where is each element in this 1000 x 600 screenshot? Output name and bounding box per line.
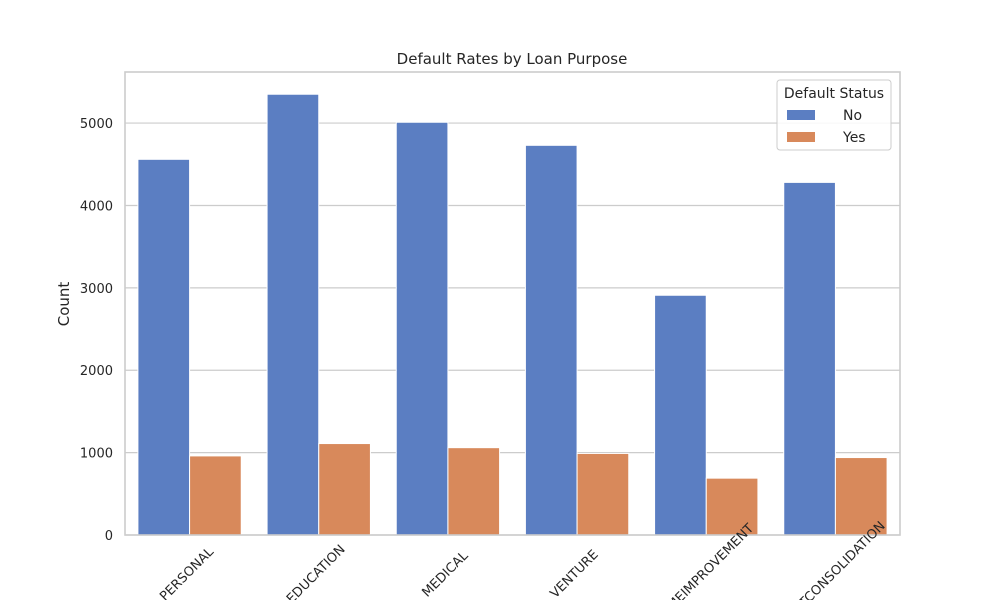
y-tick-label: 1000 — [80, 447, 113, 462]
bar-personal-yes — [190, 456, 242, 535]
x-tick-label: PERSONAL — [157, 544, 217, 600]
y-tick-label: 2000 — [80, 364, 113, 379]
x-tick-label: VENTURE — [548, 547, 602, 600]
chart-title: Default Rates by Loan Purpose — [397, 50, 628, 68]
bar-medical-yes — [448, 448, 500, 535]
y-tick-label: 0 — [105, 529, 113, 544]
y-axis-label: Count — [55, 282, 73, 327]
x-tick-label: MEDICAL — [419, 548, 471, 600]
bar-medical-no — [396, 122, 448, 535]
y-tick-label: 5000 — [80, 117, 113, 132]
x-tick-label: EDUCATION — [284, 542, 349, 600]
bar-personal-no — [138, 159, 190, 535]
bar-homeimprovement-no — [655, 295, 707, 535]
legend-label-no: No — [843, 108, 862, 124]
legend-label-yes: Yes — [842, 130, 866, 146]
bar-education-yes — [319, 444, 371, 535]
bar-venture-no — [525, 145, 577, 535]
legend-title: Default Status — [784, 86, 884, 102]
legend-swatch-yes — [787, 132, 815, 142]
legend: Default Status No Yes — [777, 80, 891, 150]
bar-education-no — [267, 94, 319, 535]
y-tick-label: 3000 — [80, 282, 113, 297]
bar-debtconsolidation-no — [784, 182, 836, 535]
legend-swatch-no — [787, 110, 815, 120]
bar-venture-yes — [577, 453, 629, 535]
y-tick-label: 4000 — [80, 199, 113, 214]
